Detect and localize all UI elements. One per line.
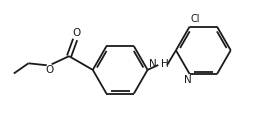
Text: N: N bbox=[184, 76, 191, 86]
Text: N: N bbox=[149, 59, 156, 69]
Text: O: O bbox=[46, 65, 54, 75]
Text: Cl: Cl bbox=[191, 14, 200, 24]
Text: H: H bbox=[161, 59, 169, 69]
Text: O: O bbox=[72, 28, 80, 38]
